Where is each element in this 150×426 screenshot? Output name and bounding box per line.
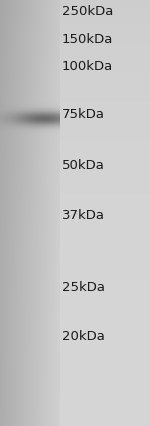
Text: 25kDa: 25kDa xyxy=(62,281,105,294)
Text: 150kDa: 150kDa xyxy=(62,33,113,46)
Text: 75kDa: 75kDa xyxy=(62,108,105,121)
Text: 20kDa: 20kDa xyxy=(62,330,105,343)
Text: 250kDa: 250kDa xyxy=(62,6,113,18)
Text: 50kDa: 50kDa xyxy=(62,159,105,172)
Text: 100kDa: 100kDa xyxy=(62,60,113,72)
Text: 37kDa: 37kDa xyxy=(62,209,105,222)
